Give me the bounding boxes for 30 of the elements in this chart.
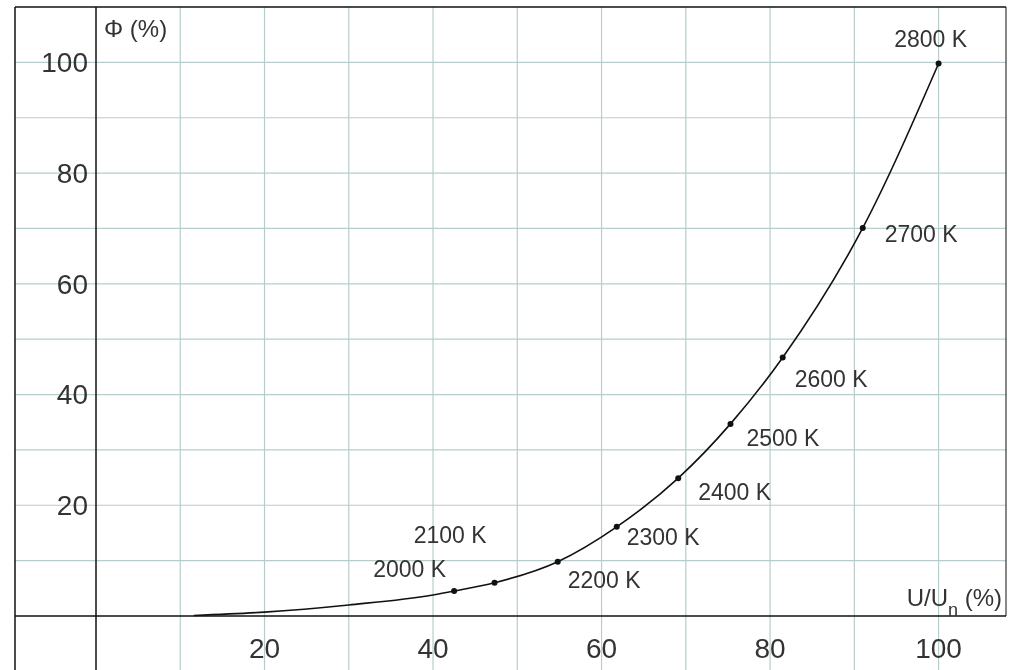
y-tick-label: 80 — [56, 157, 88, 189]
annotation: 2400 K — [698, 479, 772, 506]
point — [613, 523, 620, 530]
x-tick-label: 40 — [417, 633, 449, 664]
x-tick-label: 20 — [248, 633, 281, 664]
point — [491, 579, 498, 586]
annotation: 2000 K — [373, 556, 447, 583]
point — [727, 420, 734, 427]
point — [554, 558, 561, 565]
annotation: 2700 K — [884, 220, 959, 247]
annotation: 2200 K — [567, 566, 642, 593]
y-axis-title: Φ (%) — [104, 15, 168, 42]
x-tick-label: 100 — [915, 633, 962, 664]
annotation: 2100 K — [413, 521, 488, 548]
x-tick-label: 60 — [585, 633, 618, 664]
point — [779, 354, 786, 361]
x-axis-title: U/U$_{n}$ (%) — [906, 584, 1002, 620]
annotation: 2500 K — [746, 424, 821, 451]
y-tick-label: 60 — [56, 268, 88, 300]
y-tick-label: 40 — [56, 379, 88, 411]
annotation: 2600 K — [794, 366, 869, 393]
point — [859, 224, 866, 231]
y-tick-label: 100 — [41, 47, 88, 79]
point — [675, 475, 682, 482]
point — [451, 588, 458, 595]
annotation: 2800 K — [894, 26, 968, 53]
x-tick-label: 80 — [754, 633, 786, 664]
y-tick-label: 20 — [56, 490, 88, 522]
annotation: 2300 K — [626, 523, 701, 550]
point — [935, 60, 942, 67]
